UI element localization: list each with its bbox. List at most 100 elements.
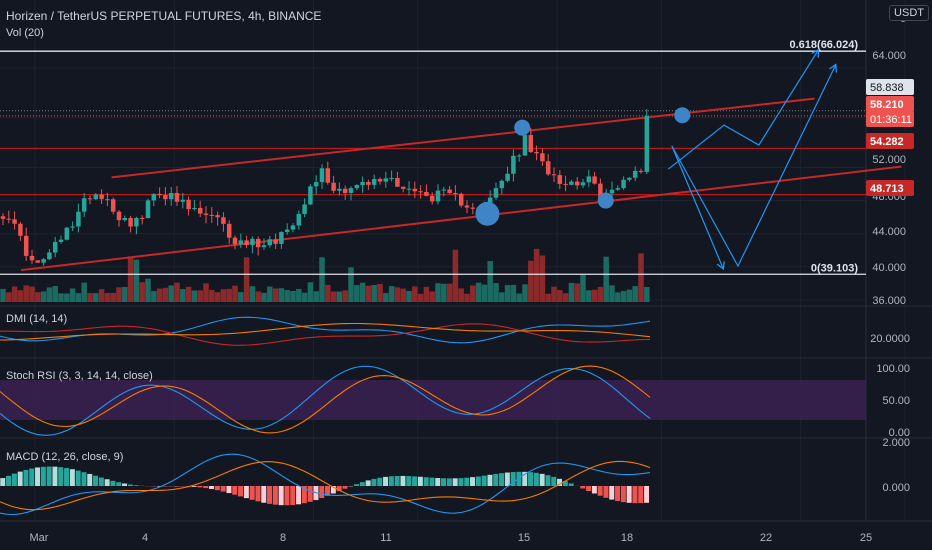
volume-bar-35 <box>203 283 209 302</box>
macd-hist-bar-81 <box>470 477 476 486</box>
currency-unit-button[interactable]: USDT <box>889 5 929 21</box>
volume-bar-27 <box>156 288 163 302</box>
volume-bar-61 <box>354 285 360 302</box>
candle-body-108 <box>627 177 632 180</box>
candle-body-56 <box>325 168 331 183</box>
price-tag-bg-3 <box>866 133 914 149</box>
volume-bar-25 <box>145 278 151 302</box>
volume-bar-65 <box>377 283 383 302</box>
volume-bar-74 <box>429 291 435 302</box>
volume-bar-45 <box>261 292 267 302</box>
volume-bar-31 <box>180 289 186 302</box>
volume-bar-95 <box>551 286 557 302</box>
macd-hist-bar-40 <box>232 486 238 495</box>
volume-bar-88 <box>510 284 517 302</box>
volume-bar-107 <box>620 291 627 302</box>
macd-hist-bar-90 <box>522 471 528 486</box>
macd-hist-bar-85 <box>493 473 499 486</box>
volume-bar-66 <box>383 293 389 302</box>
macd-hist-bar-3 <box>17 471 23 486</box>
stoch-rsi-band <box>0 380 866 420</box>
price-tag-bg-0 <box>866 79 914 95</box>
macd-hist-bar-20 <box>116 482 122 486</box>
projection-path-1 <box>671 65 836 268</box>
volume-bar-53 <box>307 282 314 302</box>
macd-hist-bar-102 <box>591 486 597 494</box>
candle-body-103 <box>598 183 603 200</box>
candle-body-79 <box>458 193 464 206</box>
y-tick-7: 36.000 <box>872 295 906 307</box>
fib-label-1: 0(39.103) <box>811 262 858 274</box>
volume-bar-102 <box>591 289 598 302</box>
volume-bar-1 <box>6 292 12 302</box>
axes: 664.00058.00052.00048.00044.00040.00036.… <box>30 13 914 544</box>
macd-hist-bar-82 <box>475 476 481 486</box>
volume-bar-71 <box>412 286 418 302</box>
volume-bar-37 <box>214 292 221 302</box>
volume-bar-98 <box>568 282 575 302</box>
candle-body-31 <box>180 199 186 202</box>
candle-body-37 <box>215 215 220 218</box>
macd-hist-bar-52 <box>301 486 307 504</box>
macd-hist-bar-106 <box>615 486 621 502</box>
x-tick-2: 8 <box>280 532 286 544</box>
macd-hist-bar-66 <box>383 476 389 486</box>
volume-bar-94 <box>545 293 551 302</box>
volume-bar-105 <box>609 285 615 302</box>
macd-hist-bar-108 <box>626 486 632 503</box>
macd-hist-bar-48 <box>278 486 284 506</box>
candle-body-89 <box>516 155 522 157</box>
candle-body-23 <box>134 217 139 227</box>
volume-bar-56 <box>325 284 331 302</box>
volume-bar-22 <box>127 256 134 302</box>
candle-body-51 <box>296 214 302 226</box>
volume-bar-49 <box>284 290 290 302</box>
macd-label: MACD (12, 26, close, 9) <box>6 451 124 463</box>
macd-hist-bar-100 <box>580 486 586 489</box>
candle-body-46 <box>267 239 273 246</box>
price-tag-3: 54.282 <box>870 136 904 148</box>
candle-body-64 <box>371 179 377 185</box>
volume-bar-42 <box>243 257 250 302</box>
y-tick-3: 52.000 <box>872 154 906 166</box>
candle-body-44 <box>255 238 261 248</box>
macd-hist-bar-22 <box>127 484 133 486</box>
volume-bar-18 <box>104 293 111 302</box>
volume-bar-57 <box>330 291 337 302</box>
candle-body-17 <box>99 194 104 200</box>
candle-body-6 <box>35 260 41 263</box>
volume-bar-69 <box>400 288 406 302</box>
macd_axis-tick-1: 0.000 <box>882 482 910 494</box>
macd-hist-bar-98 <box>568 483 574 486</box>
candle-body-0 <box>0 216 6 219</box>
candle-body-45 <box>261 245 267 248</box>
macd-hist-bar-2 <box>11 473 17 486</box>
macd-hist-bar-93 <box>539 473 545 486</box>
volume-bar-63 <box>365 285 372 302</box>
volume-bar-110 <box>638 253 644 302</box>
macd-hist-bar-76 <box>441 478 447 486</box>
macd-hist-bar-73 <box>423 477 429 486</box>
candle-body-77 <box>447 189 452 194</box>
candle-body-78 <box>453 193 458 195</box>
candle-body-43 <box>250 238 255 246</box>
price-tag-0: 58.838 <box>870 82 904 94</box>
volume-bar-0 <box>0 288 6 302</box>
volume-bar-59 <box>342 290 348 302</box>
candle-body-41 <box>238 240 244 245</box>
volume-bar-111 <box>644 287 650 302</box>
pivot-marker-3 <box>674 107 691 124</box>
candle-body-91 <box>528 135 534 152</box>
candle-body-36 <box>209 214 215 216</box>
candle-body-4 <box>23 235 29 256</box>
macd-hist-bar-107 <box>620 486 626 503</box>
macd-hist-bar-109 <box>632 486 638 504</box>
candle-body-20 <box>116 211 122 221</box>
volume-bar-86 <box>499 292 505 302</box>
volume-bar-90 <box>522 284 528 302</box>
macd-hist-bar-50 <box>290 486 296 505</box>
volume-bar-39 <box>226 288 232 302</box>
candle-body-38 <box>221 217 226 224</box>
volume-bar-5 <box>29 286 35 302</box>
